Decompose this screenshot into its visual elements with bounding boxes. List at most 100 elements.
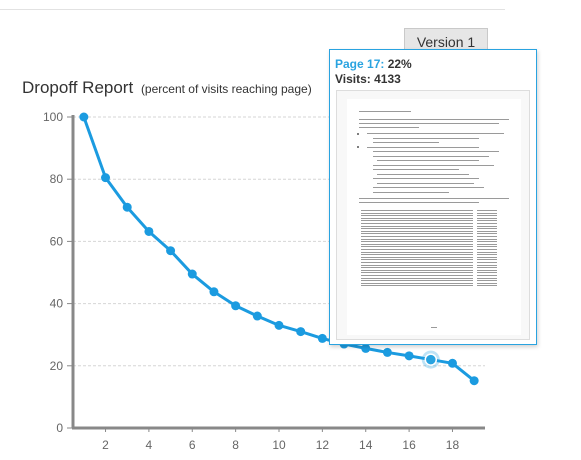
doc-table-row bbox=[361, 217, 473, 219]
x-tick-label: 10 bbox=[272, 438, 286, 452]
data-point bbox=[296, 327, 306, 337]
doc-table-row bbox=[477, 236, 497, 237]
doc-text-line bbox=[359, 127, 419, 128]
doc-table-row bbox=[361, 223, 473, 224]
data-point bbox=[166, 246, 176, 256]
doc-table-row bbox=[361, 280, 473, 282]
report-title: Dropoff Report (percent of visits reachi… bbox=[22, 78, 312, 98]
doc-table-row bbox=[361, 228, 473, 230]
data-point bbox=[274, 320, 284, 330]
doc-table-row bbox=[477, 262, 497, 263]
doc-table-row bbox=[361, 269, 473, 271]
doc-table-row bbox=[477, 230, 497, 232]
y-tick-label: 0 bbox=[56, 421, 63, 435]
doc-table-row bbox=[477, 282, 497, 284]
data-point bbox=[404, 351, 414, 361]
data-point-highlighted bbox=[424, 353, 438, 366]
doc-table-row bbox=[477, 238, 497, 240]
doc-table-row bbox=[361, 233, 473, 235]
doc-table-row bbox=[361, 259, 473, 261]
report-subtitle: (percent of visits reaching page) bbox=[140, 82, 312, 96]
y-tick-label: 100 bbox=[43, 110, 63, 124]
doc-page-number bbox=[431, 327, 437, 328]
doc-table-row bbox=[361, 285, 473, 287]
x-tick-label: 2 bbox=[102, 438, 109, 452]
doc-text-line bbox=[377, 173, 469, 175]
doc-table-row bbox=[361, 262, 473, 263]
doc-table-row bbox=[361, 243, 473, 245]
doc-text-line bbox=[373, 151, 499, 152]
data-point bbox=[144, 226, 154, 236]
doc-table-row bbox=[477, 225, 497, 227]
doc-text-line bbox=[373, 187, 484, 188]
doc-table-row bbox=[361, 230, 473, 232]
doc-table-row bbox=[477, 223, 497, 224]
doc-table-row bbox=[477, 259, 497, 261]
data-point bbox=[252, 311, 262, 321]
x-tick-label: 12 bbox=[316, 438, 330, 452]
doc-table-row bbox=[361, 220, 473, 222]
doc-text-line bbox=[373, 191, 449, 193]
x-tick-label: 4 bbox=[146, 438, 153, 452]
doc-table-row bbox=[361, 212, 473, 214]
doc-table-row bbox=[477, 256, 497, 258]
doc-text-line bbox=[373, 169, 459, 170]
doc-table-row bbox=[477, 280, 497, 282]
data-point bbox=[209, 287, 219, 297]
doc-table-row bbox=[361, 236, 473, 237]
doc-text-line bbox=[359, 119, 509, 120]
doc-text-line bbox=[373, 178, 479, 179]
doc-table-row bbox=[361, 215, 473, 217]
x-tick-label: 14 bbox=[359, 438, 373, 452]
doc-table-row bbox=[477, 246, 497, 248]
tooltip-page-line: Page 17: 22% bbox=[335, 57, 412, 71]
doc-text-line bbox=[359, 202, 479, 203]
doc-bullet bbox=[357, 132, 359, 135]
doc-table-row bbox=[477, 272, 497, 274]
doc-table-row bbox=[361, 246, 473, 248]
data-point bbox=[122, 202, 132, 212]
doc-table-row bbox=[361, 282, 473, 284]
tooltip-visits: Visits: 4133 bbox=[335, 72, 401, 86]
y-tick-label: 80 bbox=[50, 172, 64, 186]
doc-text-line bbox=[359, 123, 499, 124]
doc-text-line bbox=[373, 142, 439, 143]
doc-text-line bbox=[367, 146, 479, 148]
doc-table-row bbox=[361, 210, 473, 211]
doc-table-row bbox=[477, 243, 497, 245]
doc-table-row bbox=[477, 212, 497, 214]
doc-table-row bbox=[477, 267, 497, 269]
doc-table-row bbox=[477, 220, 497, 222]
top-divider bbox=[0, 9, 505, 10]
data-point bbox=[79, 112, 89, 122]
x-tick-label: 8 bbox=[232, 438, 239, 452]
tooltip-percent: 22% bbox=[387, 57, 412, 71]
doc-table-row bbox=[477, 217, 497, 219]
doc-table-row bbox=[477, 285, 497, 287]
data-point bbox=[447, 358, 457, 368]
y-tick-label: 20 bbox=[50, 359, 64, 373]
doc-table-row bbox=[361, 275, 473, 276]
doc-text-line bbox=[373, 137, 479, 139]
y-tick-label: 60 bbox=[50, 234, 64, 248]
doc-table-row bbox=[477, 210, 497, 211]
doc-bullet bbox=[357, 146, 359, 148]
doc-table-row bbox=[477, 233, 497, 235]
x-tick-label: 16 bbox=[402, 438, 416, 452]
doc-table-row bbox=[361, 251, 473, 253]
data-point bbox=[101, 173, 111, 183]
doc-heading-line bbox=[359, 111, 411, 112]
doc-table-row bbox=[477, 269, 497, 271]
tooltip-page-label: Page 17: bbox=[335, 57, 385, 71]
doc-text-line bbox=[359, 198, 509, 199]
document-page-preview bbox=[347, 99, 521, 335]
x-tick-label: 6 bbox=[189, 438, 196, 452]
doc-table-row bbox=[477, 264, 497, 266]
report-title-text: Dropoff Report bbox=[22, 78, 134, 97]
doc-table-row bbox=[477, 251, 497, 253]
doc-table-row bbox=[361, 267, 473, 269]
data-point bbox=[317, 333, 327, 343]
data-point bbox=[187, 269, 197, 279]
doc-table-row bbox=[361, 256, 473, 258]
